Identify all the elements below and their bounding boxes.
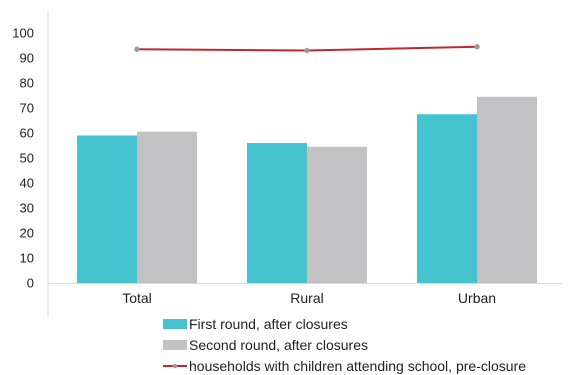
legend-swatch-first-round [163,319,187,329]
x-tick-label-rural: Rural [290,290,323,306]
plot-area: 0 10 20 30 40 50 60 70 80 90 100 Total Rural Urban [12,10,562,318]
y-tick-label: 20 [20,226,34,241]
line-point-rural [304,47,310,54]
y-tick-label: 10 [20,251,34,266]
line-point-urban [474,44,480,50]
x-tick-label-total: Total [122,290,152,306]
y-tick-label: 30 [20,201,34,216]
bar-second-round-rural [307,146,367,283]
legend-label-pre-closure: households with children attending schoo… [189,358,526,374]
bar-first-round-urban [417,114,477,283]
y-tick-label: 0 [27,276,34,291]
y-tick-label: 70 [20,101,34,116]
y-tick-label: 80 [20,76,34,91]
legend-label-second-round: Second round, after closures [189,337,368,353]
bar-first-round-rural [247,143,307,283]
legend-swatch-second-round [163,340,187,350]
bar-second-round-total [137,131,197,283]
legend-label-first-round: First round, after closures [189,316,348,332]
y-tick-label: 50 [20,151,34,166]
legend-swatch-marker [172,363,178,369]
bar-second-round-urban [477,96,537,283]
y-tick-label: 100 [12,26,34,41]
x-tick-label-urban: Urban [458,290,496,306]
y-tick-label: 40 [20,176,34,191]
line-point-total [134,46,140,52]
legend: First round, after closures Second round,… [163,316,526,374]
bar-first-round-total [77,135,137,283]
y-tick-label: 60 [20,126,34,141]
y-tick-label: 90 [20,51,34,66]
